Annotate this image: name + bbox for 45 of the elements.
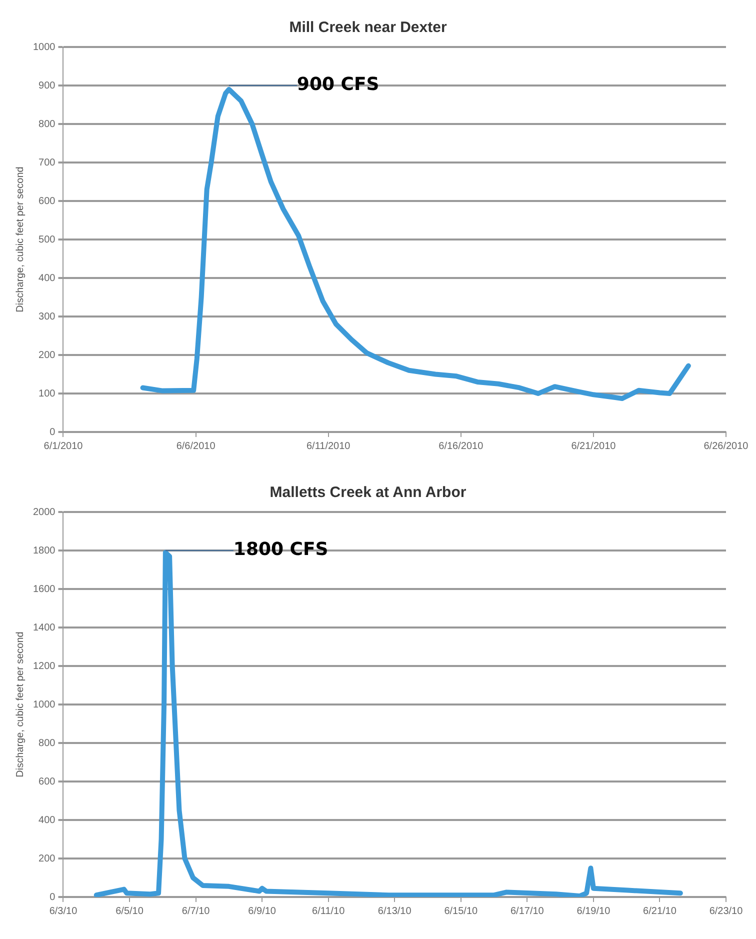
y-axis-title: Discharge, cubic feet per second xyxy=(14,166,26,312)
x-tick-label: 6/21/10 xyxy=(643,906,677,917)
x-tick-label: 6/26/2010 xyxy=(704,440,749,452)
x-tick-label: 6/17/10 xyxy=(510,906,544,917)
x-tick-label: 6/9/10 xyxy=(248,906,276,917)
y-axis-title: Discharge, cubic feet per second xyxy=(14,632,26,778)
y-tick-label: 600 xyxy=(38,196,56,207)
x-tick-label: 6/16/2010 xyxy=(438,440,484,452)
x-tick-label: 6/1/2010 xyxy=(44,440,84,452)
chart-title: Malletts Creek at Ann Arbor xyxy=(270,484,466,502)
y-tick-label: 400 xyxy=(38,272,56,284)
y-tick-label: 1600 xyxy=(32,584,56,595)
x-tick-label: 6/13/10 xyxy=(378,906,412,917)
y-tick-label: 1000 xyxy=(32,699,56,710)
y-tick-label: 1000 xyxy=(32,42,56,53)
y-tick-label: 400 xyxy=(38,814,56,826)
y-tick-label: 1200 xyxy=(32,660,56,672)
chart-title: Mill Creek near Dexter xyxy=(289,19,447,36)
y-tick-label: 1800 xyxy=(32,545,56,556)
y-tick-label: 600 xyxy=(38,776,56,788)
x-tick-label: 6/11/10 xyxy=(312,906,346,917)
x-tick-label: 6/19/10 xyxy=(576,906,611,917)
x-tick-label: 6/23/10 xyxy=(709,906,744,917)
y-tick-label: 500 xyxy=(38,234,56,246)
annotation: 900 CFS xyxy=(296,74,380,96)
y-tick-label: 900 xyxy=(38,80,56,92)
y-tick-label: 700 xyxy=(38,157,56,168)
x-tick-label: 6/11/2010 xyxy=(306,440,351,452)
y-tick-label: 0 xyxy=(50,892,56,903)
x-tick-label: 6/3/10 xyxy=(49,906,78,917)
y-tick-label: 200 xyxy=(38,853,56,864)
x-tick-label: 6/15/10 xyxy=(444,906,478,917)
y-tick-label: 100 xyxy=(38,388,56,400)
x-tick-label: 6/6/2010 xyxy=(176,440,216,452)
annotation: 1800 CFS xyxy=(233,539,328,560)
y-tick-label: 300 xyxy=(38,311,56,322)
y-tick-label: 200 xyxy=(38,350,56,361)
x-tick-label: 6/5/10 xyxy=(116,906,144,917)
y-tick-label: 800 xyxy=(38,118,56,130)
x-tick-label: 6/21/2010 xyxy=(571,440,616,452)
y-tick-label: 1400 xyxy=(32,622,56,634)
y-tick-label: 800 xyxy=(38,738,56,749)
y-tick-label: 0 xyxy=(50,426,56,438)
y-tick-label: 2000 xyxy=(32,506,56,518)
x-tick-label: 6/7/10 xyxy=(182,906,210,917)
